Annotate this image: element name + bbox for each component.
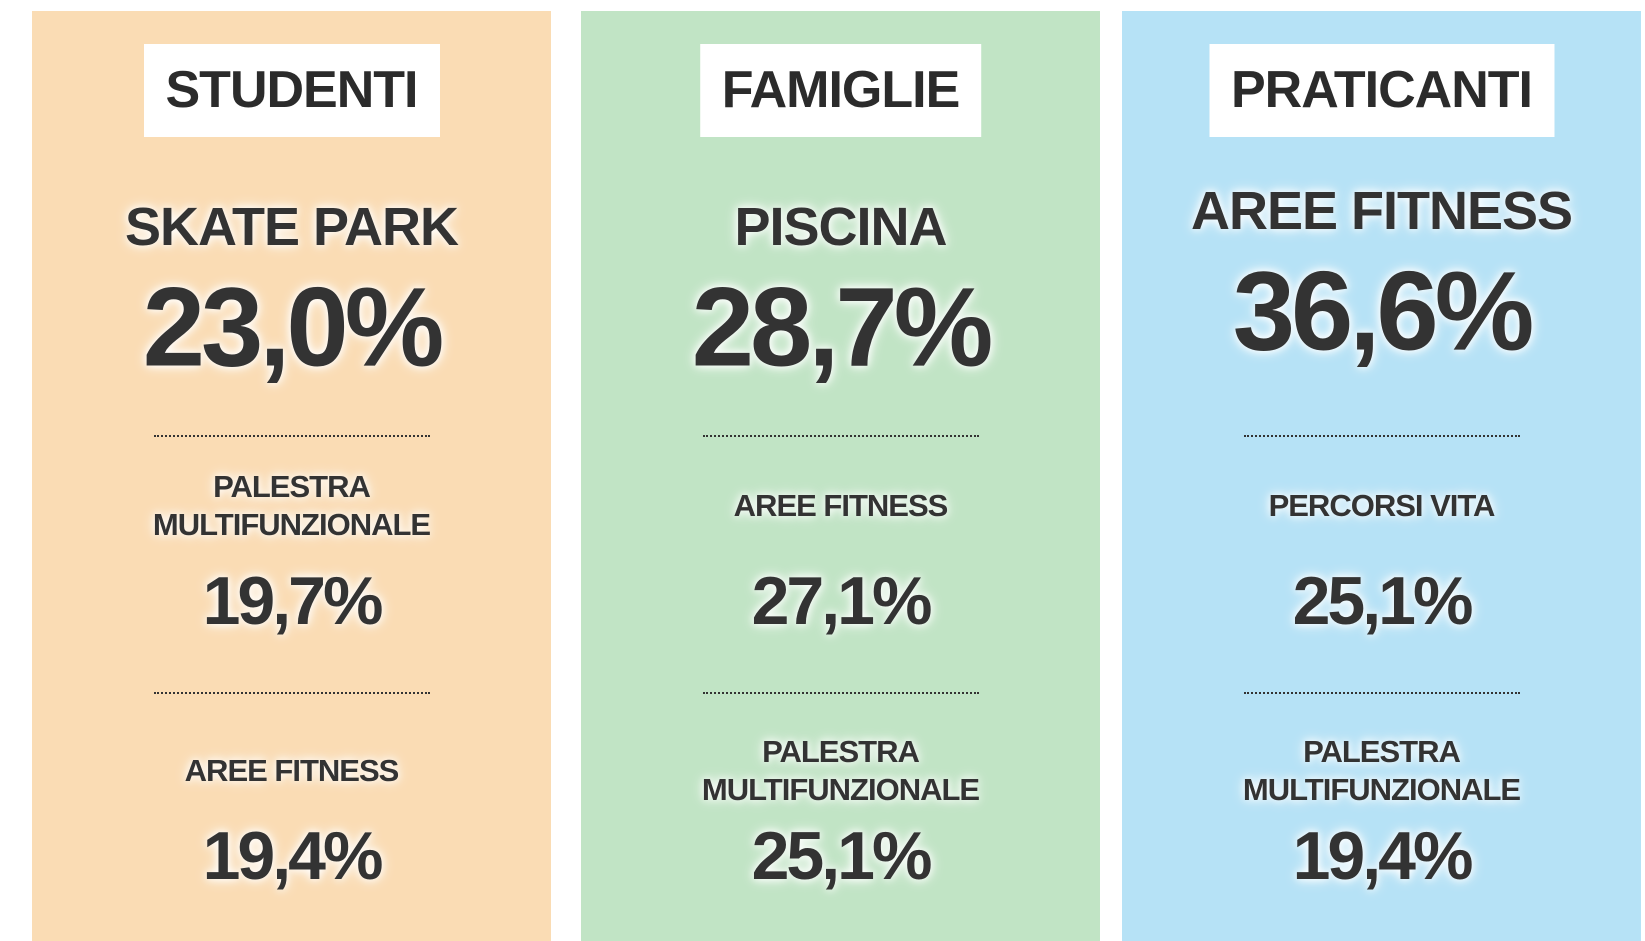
item-label: PALESTRA MULTIFUNZIONALE — [1242, 734, 1521, 807]
item-label: AREE FITNESS — [1190, 181, 1573, 241]
item-label: PALESTRA MULTIFUNZIONALE — [701, 734, 980, 807]
separator — [702, 435, 979, 437]
item-value: 27,1% — [751, 563, 933, 639]
item-value: 25,1% — [1292, 563, 1474, 639]
item-value: 23,0% — [142, 264, 445, 390]
item-label: SKATE PARK — [124, 197, 459, 257]
separator — [153, 692, 430, 694]
separator — [1243, 435, 1520, 437]
separator — [153, 435, 430, 437]
item-value: 36,6% — [1232, 248, 1535, 374]
panel-title: FAMIGLIE — [699, 44, 982, 137]
panel-title: PRATICANTI — [1208, 44, 1555, 137]
panel: PRATICANTI AREE FITNESS 36,6% PERCORSI VITA… — [1122, 11, 1641, 941]
panel: STUDENTI SKATE PARK 23,0% PALESTRA MULTIFUN… — [32, 11, 551, 941]
item-label: AREE FITNESS — [184, 753, 400, 788]
item-value: 19,4% — [1292, 818, 1474, 894]
item-value: 19,4% — [202, 818, 384, 894]
item-label: AREE FITNESS — [733, 488, 949, 523]
item-value: 19,7% — [202, 563, 384, 639]
item-value: 28,7% — [691, 264, 994, 390]
panel: FAMIGLIE PISCINA 28,7% AREE FITNESS 27,1% PAL… — [581, 11, 1100, 941]
panel-title: STUDENTI — [143, 44, 440, 137]
separator — [702, 692, 979, 694]
item-value: 25,1% — [751, 818, 933, 894]
item-label: PALESTRA MULTIFUNZIONALE — [152, 469, 431, 542]
separator — [1243, 692, 1520, 694]
item-label: PERCORSI VITA — [1268, 488, 1496, 523]
item-label: PISCINA — [734, 197, 947, 257]
